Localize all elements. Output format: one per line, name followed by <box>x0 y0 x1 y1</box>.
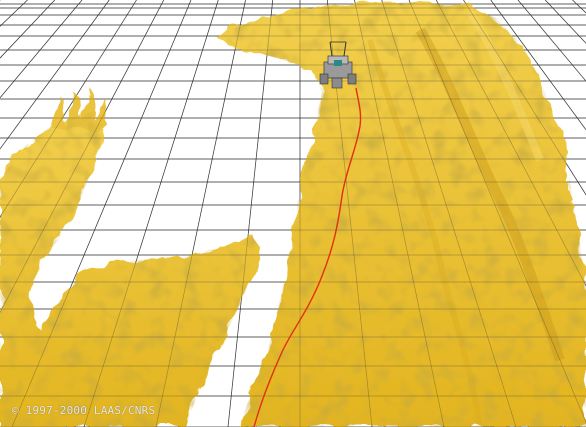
rover-trajectory <box>253 87 362 427</box>
grid-line-vertical <box>408 0 586 424</box>
grid-line-vertical <box>0 0 110 150</box>
rover-model <box>319 41 357 89</box>
grid-line-vertical <box>381 0 517 427</box>
grid-line-vertical <box>0 0 137 218</box>
grid-line-vertical <box>0 0 165 314</box>
grid-line-vertical <box>155 0 246 427</box>
grid-line-vertical <box>490 0 586 131</box>
grid-line-vertical <box>83 0 219 427</box>
grid-line-vertical <box>517 0 586 82</box>
copyright-notice: © 1997-2000 LAAS/CNRS <box>12 404 156 417</box>
grid-line-vertical <box>0 0 83 99</box>
grid-line-vertical <box>490 0 586 131</box>
grid-line-vertical <box>227 0 274 427</box>
grid-line-vertical <box>0 0 83 99</box>
grid-line-vertical <box>517 0 586 82</box>
grid-line-vertical <box>463 0 586 196</box>
grid-line-vertical <box>0 0 110 150</box>
grid-line-vertical <box>11 0 192 427</box>
grid-line-vertical <box>354 0 445 427</box>
grid-line-vertical <box>227 0 274 427</box>
grid-line-vertical <box>435 0 586 287</box>
